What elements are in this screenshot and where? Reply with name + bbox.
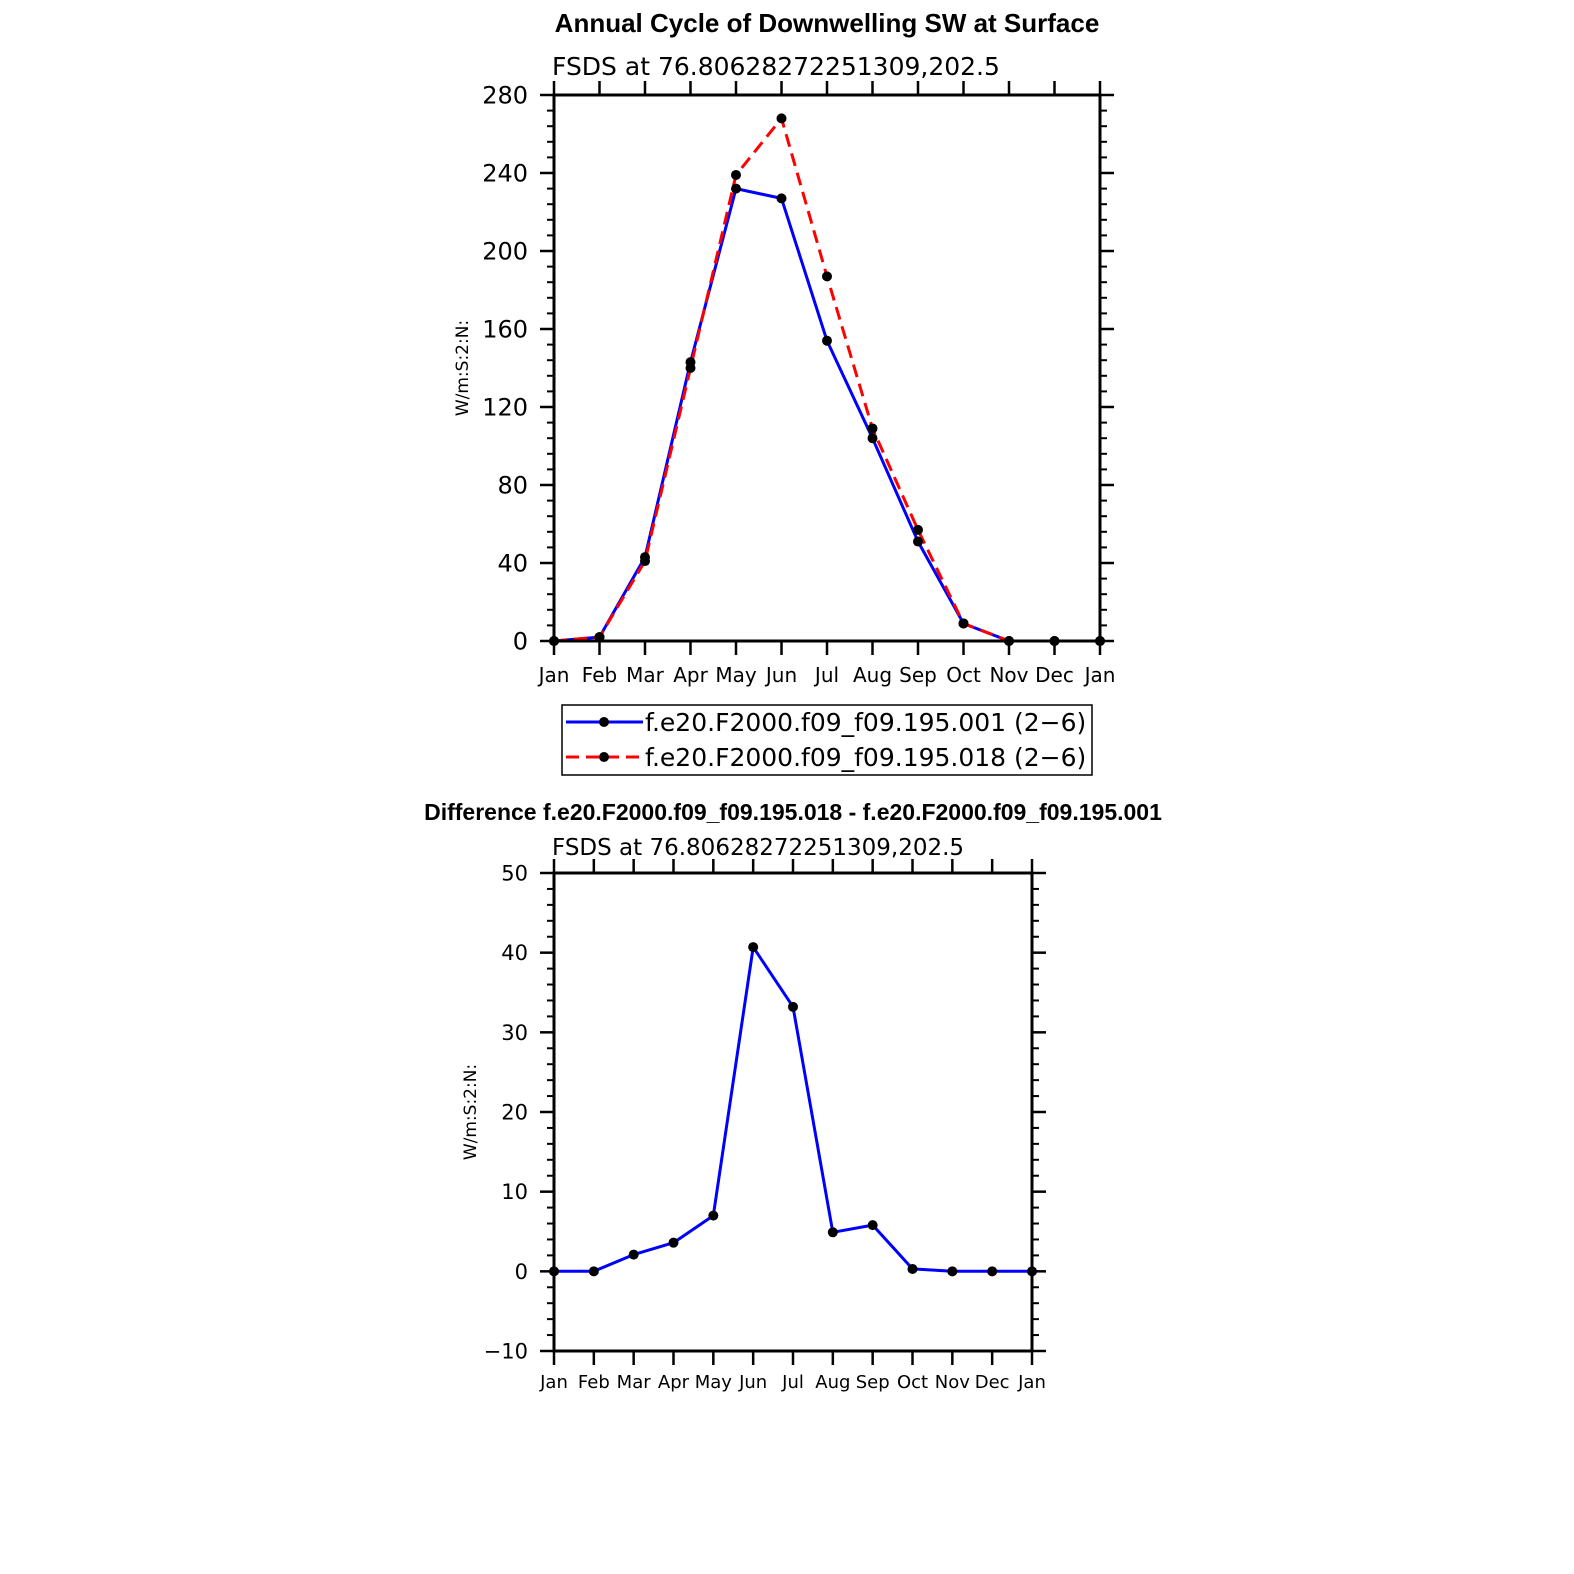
legend-marker-series-1	[599, 717, 609, 727]
y-tick-label: 20	[501, 1101, 528, 1125]
x-tick-label: Jul	[813, 663, 839, 687]
y-tick-label: 240	[482, 160, 528, 188]
x-tick-label: Dec	[975, 1372, 1010, 1393]
x-tick-label: Oct	[897, 1372, 928, 1393]
x-tick-label: May	[695, 1372, 733, 1393]
plot-frame	[552, 871, 1034, 1353]
data-point-series-2	[685, 363, 696, 373]
y-tick-label: 160	[482, 316, 528, 344]
x-tick-label: Mar	[617, 1372, 652, 1393]
annual-cycle-chart: Annual Cycle of Downwelling SW at Surfac…	[453, 8, 1116, 776]
y-tick-label: 40	[501, 941, 528, 965]
data-point-series-2	[958, 618, 969, 629]
x-tick-label: Nov	[935, 1372, 970, 1393]
legend: f.e20.F2000.f09_f09.195.001 (2−6) f.e20.…	[561, 704, 1093, 776]
y-tick-label: 40	[497, 550, 528, 578]
chart-subtitle: FSDS at 76.80628272251309,202.5	[552, 835, 964, 861]
x-tick-label: Jan	[537, 663, 570, 687]
x-tick-label: Mar	[626, 663, 665, 687]
data-point-series-1	[628, 1249, 639, 1260]
data-point-series-1	[731, 183, 741, 194]
data-point-series-2	[731, 169, 741, 180]
data-point-series-2	[822, 271, 832, 282]
y-tick-label: 80	[497, 472, 528, 500]
y-axis-label: W/m:S:2:N:	[461, 1064, 481, 1160]
y-tick-label: 0	[515, 1260, 528, 1284]
x-tick-label: May	[715, 663, 757, 687]
data-point-series-2	[640, 556, 650, 567]
data-point-series-1	[776, 193, 787, 204]
y-axis-label: W/m:S:2:N:	[453, 320, 473, 416]
x-tick-label: Aug	[815, 1372, 850, 1393]
difference-chart: Difference f.e20.F2000.f09_f09.195.018 -…	[424, 799, 1162, 1393]
x-tick-label: Jun	[738, 1372, 767, 1393]
x-tick-label: Nov	[989, 663, 1028, 687]
plot-frame	[552, 93, 1102, 643]
legend-entry: f.e20.F2000.f09_f09.195.018 (2−6)	[566, 743, 1086, 772]
data-point-series-1	[867, 1220, 878, 1231]
x-tick-label: Jan	[539, 1372, 568, 1393]
x-tick-label: Aug	[853, 663, 892, 687]
x-tick-label: Feb	[582, 663, 617, 687]
data-point-series-1	[907, 1263, 918, 1274]
y-tick-label: 0	[513, 628, 528, 656]
data-point-series-1	[748, 942, 759, 953]
data-point-series-1	[987, 1266, 998, 1277]
x-tick-label: Oct	[946, 663, 981, 687]
legend-entry: f.e20.F2000.f09_f09.195.001 (2−6)	[566, 708, 1086, 737]
chart-title: Annual Cycle of Downwelling SW at Surfac…	[555, 8, 1100, 38]
x-tick-label: Sep	[856, 1372, 890, 1393]
x-tick-label: Apr	[673, 663, 708, 687]
data-point-series-1	[827, 1227, 838, 1238]
x-tick-label: Feb	[578, 1372, 610, 1393]
x-tick-label: Dec	[1035, 663, 1074, 687]
x-tick-label: Jul	[781, 1372, 804, 1393]
y-tick-label: −10	[484, 1340, 528, 1364]
legend-box	[561, 704, 1093, 776]
data-point-series-1	[913, 536, 923, 547]
y-tick-label: 10	[501, 1180, 528, 1204]
x-tick-label: Sep	[899, 663, 937, 687]
data-point-series-2	[776, 113, 787, 124]
x-tick-label: Jan	[1083, 663, 1116, 687]
legend-label-series-2: f.e20.F2000.f09_f09.195.018 (2−6)	[645, 743, 1086, 772]
y-tick-label: 120	[482, 394, 528, 422]
legend-label-series-1: f.e20.F2000.f09_f09.195.001 (2−6)	[645, 708, 1086, 737]
y-tick-label: 50	[501, 862, 528, 886]
data-point-series-1	[822, 335, 832, 346]
data-point-series-1	[668, 1237, 679, 1248]
data-point-series-1	[947, 1266, 958, 1277]
legend-marker-series-2	[599, 752, 609, 762]
chart-subtitle: FSDS at 76.80628272251309,202.5	[552, 52, 1000, 81]
x-tick-label: Jan	[1017, 1372, 1046, 1393]
data-point-series-1	[867, 433, 878, 444]
y-tick-label: 30	[501, 1021, 528, 1045]
data-point-series-1	[708, 1210, 719, 1221]
data-point-series-1	[588, 1266, 599, 1277]
chart-title: Difference f.e20.F2000.f09_f09.195.018 -…	[424, 799, 1162, 825]
data-point-series-2	[867, 423, 878, 434]
y-tick-label: 280	[482, 82, 528, 110]
y-tick-label: 200	[482, 238, 528, 266]
data-point-series-2	[913, 524, 923, 535]
data-point-series-1	[788, 1001, 798, 1012]
x-tick-label: Jun	[764, 663, 797, 687]
x-tick-label: Apr	[658, 1372, 690, 1393]
